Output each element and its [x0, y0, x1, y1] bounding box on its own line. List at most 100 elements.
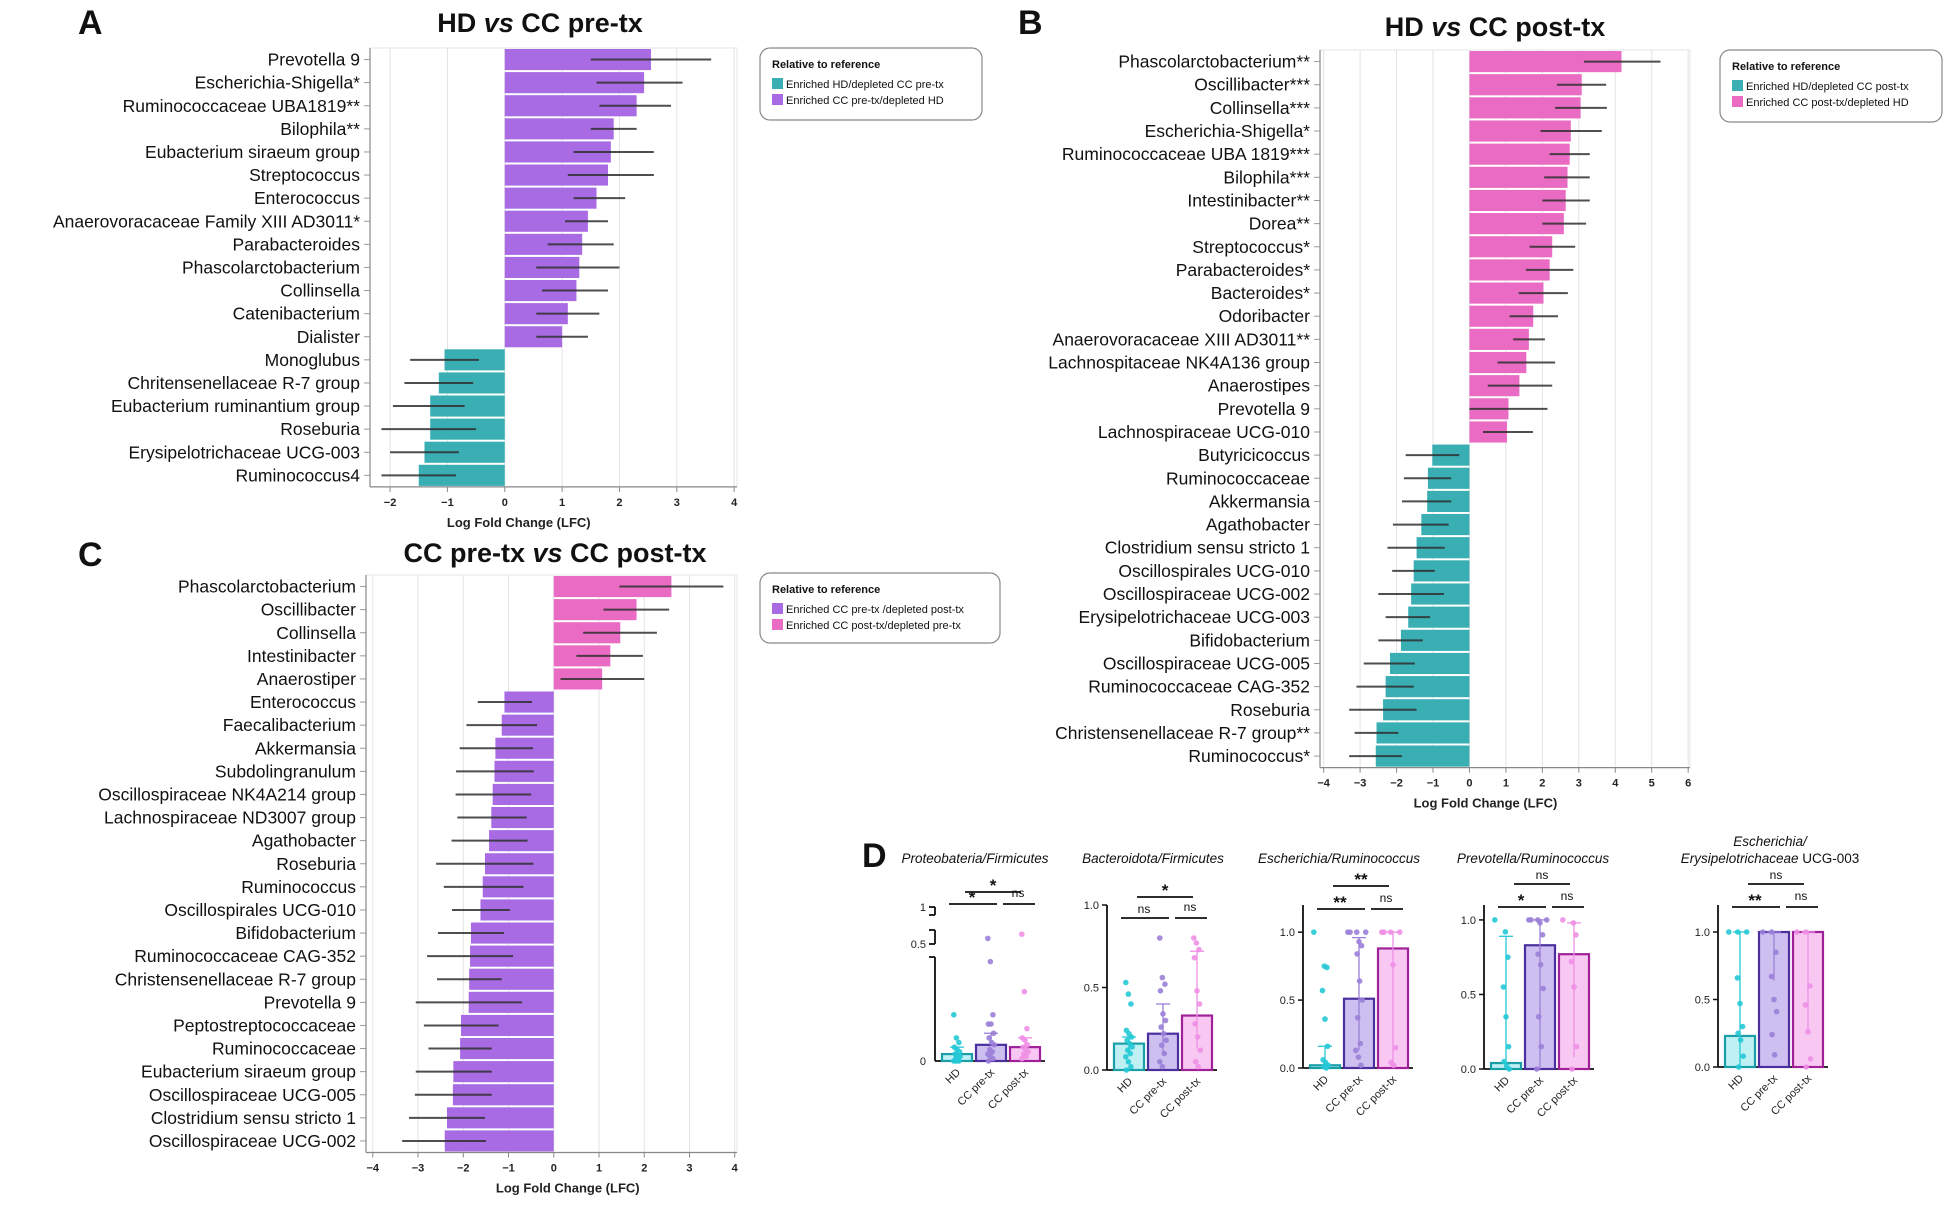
category-label: Clostridium sensu stricto 1 [1105, 538, 1310, 558]
data-point [956, 1058, 962, 1064]
x-tick-label: 0 [1466, 778, 1472, 790]
category-label: Anaerostipes [1208, 376, 1310, 396]
data-point [1356, 978, 1363, 984]
subplot-title: Escherichia/Ruminococcus [1258, 851, 1420, 866]
x-tick-label: 4 [731, 497, 738, 509]
category-label: Bilophila*** [1223, 167, 1310, 187]
data-point [1392, 1044, 1399, 1051]
bar [504, 233, 583, 255]
data-point [1501, 1058, 1507, 1065]
bar [1469, 143, 1570, 165]
legend: Relative to reference Enriched HD/deplete… [1719, 49, 1943, 123]
category-label: Escherichia-Shigella* [195, 73, 361, 93]
category-label: Agathobacter [1206, 515, 1310, 535]
category-label: Roseburia [276, 854, 356, 874]
data-point [1162, 981, 1168, 987]
category-label: Bacteroides* [1211, 283, 1310, 303]
category-label: Catenibacterium [233, 304, 360, 324]
bar [1469, 51, 1622, 73]
data-point [1123, 1067, 1130, 1073]
subplot-title: Prevotella/Ruminococcus [1457, 851, 1610, 866]
category-label: Faecalibacterium [223, 715, 356, 735]
category-label: Anaerovoracaceae Family XIII AD3011* [53, 211, 360, 231]
data-point [1157, 1058, 1163, 1065]
data-point [1024, 1025, 1030, 1032]
data-point [1157, 935, 1163, 941]
bar [1375, 745, 1470, 767]
bar [1376, 722, 1470, 744]
significance-label: ** [1333, 893, 1347, 912]
data-point [1196, 1001, 1203, 1007]
category-label: Ruminococcus* [1188, 746, 1310, 766]
data-point [1163, 1037, 1169, 1044]
significance-label: ns [1770, 868, 1783, 882]
y-tick-label: 0.5 [1280, 995, 1295, 1007]
legend-box [759, 47, 983, 121]
category-label: Ruminococcaceae [212, 1039, 356, 1059]
legend-item-label: Enriched CC pre-tx /depleted post-tx [786, 604, 964, 616]
category-label: Parabacteroides* [1176, 260, 1310, 280]
title-vs: vs [1431, 12, 1461, 42]
x-axis-label: Log Fold Change (LFC) [496, 1181, 640, 1196]
data-point [1354, 1014, 1361, 1021]
category-label: Oscillibacter*** [1194, 75, 1310, 95]
x-tick-label: −4 [367, 1163, 380, 1175]
data-point [1505, 1043, 1512, 1050]
data-point [1123, 979, 1129, 986]
data-point [1358, 1062, 1364, 1069]
bar [1469, 328, 1529, 350]
data-point [1125, 991, 1132, 997]
data-point [1396, 929, 1403, 935]
title-part: CC post-tx [1461, 12, 1605, 42]
category-label: Escherichia-Shigella* [1145, 121, 1311, 141]
data-point [1024, 1042, 1031, 1048]
data-point [1535, 1014, 1542, 1020]
data-point [1023, 1053, 1030, 1060]
category-label: Parabacteroides [233, 234, 361, 254]
x-tick-label: 4 [732, 1163, 739, 1175]
bar [453, 1061, 554, 1083]
data-point [1503, 1014, 1509, 1020]
data-point [990, 1011, 996, 1018]
category-label: Roseburia [1230, 700, 1310, 720]
x-tick-label: 0 [551, 1163, 557, 1175]
x-tick-label: 1 [596, 1163, 602, 1175]
category-label: Intestinibacter** [1187, 190, 1310, 210]
data-point [1737, 1000, 1743, 1007]
category-label: Oscillospiraceae NK4A214 group [98, 784, 356, 804]
data-point [1537, 920, 1543, 926]
category-label: Clostridium sensu stricto 1 [151, 1108, 356, 1128]
bar [1469, 305, 1534, 327]
data-point [1387, 929, 1394, 935]
x-tick-label: 1 [1503, 778, 1509, 790]
legend-swatch [772, 78, 783, 89]
significance-label: ns [1138, 902, 1151, 916]
title-plain-part: UCG-003 [1799, 851, 1860, 866]
significance-label: ns [1795, 889, 1808, 903]
title-part: CC pre-tx [403, 538, 532, 568]
significance-label: ns [1380, 891, 1393, 905]
legend-item-label: Enriched HD/depleted CC pre-tx [786, 79, 944, 91]
title-vs: vs [532, 538, 562, 568]
legend-item-label: Enriched CC post-tx/depleted pre-tx [786, 620, 961, 632]
data-point [1571, 984, 1577, 990]
category-label: Intestinibacter [247, 646, 356, 666]
y-tick-label: 0.0 [1461, 1064, 1476, 1076]
x-tick-label: 2 [641, 1163, 647, 1175]
data-point [1802, 1002, 1809, 1008]
category-label: Erysipelotrichaceae UCG-003 [129, 442, 361, 462]
legend-title: Relative to reference [1732, 61, 1840, 73]
data-point [1362, 929, 1369, 935]
significance-label: ns [1184, 900, 1197, 914]
legend-title: Relative to reference [772, 59, 880, 71]
panel-letter-d: D [862, 837, 887, 875]
category-label: Phascolarctobacterium [182, 257, 360, 277]
data-point [1543, 917, 1550, 923]
category-label: Christensenellaceae R-7 group** [1055, 723, 1310, 743]
category-label: Anaerovoracaceae XIII AD3011** [1053, 329, 1311, 349]
bar [452, 1084, 554, 1106]
category-label: Eubacterium siraeum group [141, 1062, 356, 1082]
category-label: Chritensenellaceae R-7 group [128, 373, 361, 393]
category-label: Akkermansia [1209, 491, 1310, 511]
